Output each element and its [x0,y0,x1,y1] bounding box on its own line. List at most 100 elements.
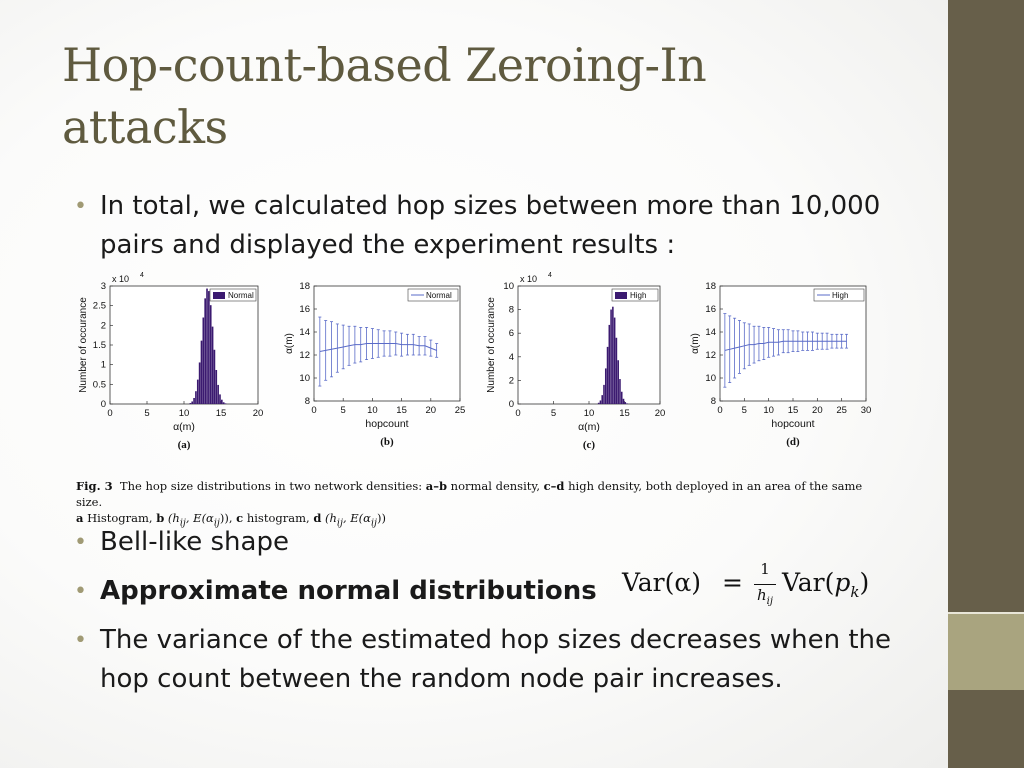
legend-label: High [630,291,646,300]
panel-label: (c) [583,439,596,451]
figure: 0 5 10 15 20 0 0.5 1 1.5 2 2.5 3 α(m) Number of occur… [76,270,886,520]
caption-a: a [76,511,84,525]
caption-b: b [156,511,165,525]
bullet-text: Approximate normal distributions [100,576,597,606]
histogram-bar [626,403,628,404]
y-tick-label: 10 [705,373,716,384]
plot-area [517,285,661,405]
x-tick-label: 10 [763,405,774,416]
y-tick-label: 8 [305,396,310,407]
series-line [319,343,437,352]
caption-d: d [313,511,322,525]
histogram-bar [193,397,195,404]
caption-line-1: Fig. 3 The hop size distributions in two… [76,478,886,510]
y-tick-label: 14 [705,327,716,338]
y-tick-label: 8 [711,396,716,407]
panel-label: (a) [178,439,191,451]
bullet-dot-icon: • [74,530,87,555]
caption-text: )) [376,511,386,525]
caption-text: histogram, [243,511,314,525]
formula-frac-num: 1 [760,560,770,578]
histogram-bar [619,379,621,404]
x-tick-label: 30 [861,405,872,416]
exponent-power: 4 [548,272,552,279]
histogram-bar [200,340,203,404]
y-tick-label: 2 [101,320,106,331]
y-tick-label: 16 [299,304,310,315]
x-axis-label: hopcount [365,418,408,430]
y-tick-label: 1.5 [93,340,106,351]
panel-label: (b) [380,436,394,448]
exponent-power: 4 [140,272,144,279]
legend-box [813,288,865,302]
histogram-bar [624,402,627,404]
histogram-bar [211,326,214,404]
sidebar-divider [948,612,1024,614]
caption-c: c [236,511,244,525]
caption-text: normal density, [447,479,544,493]
histogram-bar [604,368,607,404]
figure-caption: Fig. 3 The hop size distributions in two… [76,478,886,531]
series-line [724,340,847,351]
caption-sub: ij [370,517,377,529]
caption-text: (h [164,511,180,525]
y-tick-label: 0 [509,399,514,410]
y-tick-label: 12 [705,350,716,361]
y-tick-label: 0 [101,399,106,410]
y-axis-label: α(m) [284,333,295,354]
histogram-bar [601,395,603,404]
legend-box [407,288,459,302]
histogram-bar [209,305,212,404]
histogram-bar [196,379,199,404]
histogram-bar [224,403,227,404]
exponent-label: x 10 [520,274,537,284]
formula-var: Var( [782,568,835,597]
plot-area [109,285,259,405]
x-tick-label: 5 [341,405,346,416]
y-tick-label: 3 [101,281,106,292]
y-tick-label: 0.5 [93,379,106,390]
histogram-bar [221,399,223,404]
x-tick-label: 20 [253,408,264,419]
legend-label: Normal [426,291,452,300]
bullet-dot-icon: • [74,628,87,653]
y-tick-label: 18 [705,281,716,292]
x-axis-label: α(m) [173,421,195,433]
x-axis-label: α(m) [578,421,600,433]
formula-p: p [834,568,851,597]
histogram-bar [613,317,616,404]
formula-lhs: Var(α) [622,568,702,597]
histogram-bar [622,398,625,404]
x-axis-label: hopcount [771,418,814,430]
histogram-bar [620,391,623,404]
y-tick-label: 8 [509,305,514,316]
bullet-dot-icon: • [74,579,87,604]
histogram-bar [215,369,218,404]
histogram-bar [599,400,602,404]
y-tick-label: 12 [299,350,310,361]
histogram-bar [217,384,219,404]
histogram-bar [195,391,197,404]
histogram-bar [597,402,600,404]
y-tick-label: 4 [509,352,514,363]
caption-text: , E(α [185,511,214,525]
formula-frac-den: hij [752,586,778,607]
legend-swatch [213,292,225,299]
bullet-dot-icon: • [74,194,87,219]
formula-h: h [757,586,767,604]
histogram-bar [189,403,192,404]
histogram-bar [204,298,206,404]
y-tick-label: 16 [705,304,716,315]
histogram-bar [191,401,194,404]
caption-text: Histogram, [83,511,157,525]
histogram-bar [610,309,612,404]
x-tick-label: 10 [584,408,595,419]
y-tick-label: 2 [509,375,514,386]
slide-title: Hop-count-based Zeroing-In attacks [62,38,707,154]
x-tick-label: 0 [107,408,112,419]
formula-rhs: Var(pk) [782,568,869,601]
y-tick-label: 2.5 [93,301,106,312]
x-tick-label: 25 [455,405,466,416]
x-tick-label: 5 [551,408,556,419]
histogram-bar [617,360,619,404]
